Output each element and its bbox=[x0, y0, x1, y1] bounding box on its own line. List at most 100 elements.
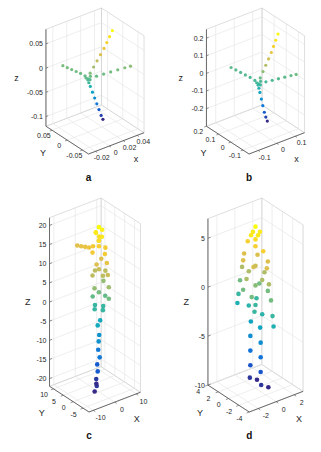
x-tick-label: 10 bbox=[140, 398, 148, 405]
tick bbox=[208, 286, 211, 287]
grid-line bbox=[234, 19, 235, 116]
z-tick-label: 0 bbox=[201, 284, 205, 291]
point bbox=[91, 244, 96, 249]
point bbox=[261, 249, 266, 254]
point bbox=[97, 333, 102, 338]
axis-texts: -0.0200.020.04-0.0500.05-0.1-0.0500.05xY… bbox=[14, 40, 150, 183]
point bbox=[89, 72, 92, 75]
tick bbox=[258, 409, 260, 410]
tick bbox=[277, 143, 279, 144]
y-tick-label: 0.2 bbox=[193, 128, 203, 135]
z-axis-domain bbox=[207, 219, 208, 385]
point bbox=[271, 79, 274, 82]
tick bbox=[50, 377, 53, 379]
point bbox=[103, 252, 108, 257]
grid-line bbox=[286, 24, 287, 121]
tick bbox=[216, 392, 219, 393]
point bbox=[105, 261, 110, 266]
tick bbox=[136, 394, 138, 395]
z-tick-label: -0.05 bbox=[27, 89, 43, 96]
tick bbox=[206, 107, 208, 109]
y-tick-label: -4 bbox=[236, 415, 242, 422]
point bbox=[95, 369, 100, 374]
point bbox=[99, 53, 102, 56]
point bbox=[295, 73, 298, 76]
point bbox=[66, 66, 69, 69]
z-tick-label: 0 bbox=[43, 299, 47, 306]
point bbox=[107, 296, 112, 301]
tick bbox=[208, 384, 211, 385]
x-tick-label: -0.1 bbox=[259, 154, 271, 161]
x-axis-title: X bbox=[134, 414, 140, 424]
point bbox=[258, 370, 263, 375]
point bbox=[248, 375, 253, 380]
point bbox=[241, 287, 246, 292]
grid-line bbox=[298, 32, 299, 129]
grid-line bbox=[101, 23, 144, 51]
chart-root: -0.0200.020.04-0.0500.05-0.1-0.0500.05xY… bbox=[0, 0, 321, 452]
z-tick-label: -20 bbox=[36, 375, 46, 382]
point bbox=[244, 277, 249, 282]
point bbox=[261, 70, 264, 73]
point bbox=[258, 340, 263, 345]
point bbox=[251, 230, 256, 235]
grid-line bbox=[46, 95, 102, 116]
grid-line bbox=[206, 34, 262, 55]
grid-line bbox=[50, 244, 101, 264]
point bbox=[98, 318, 103, 323]
point bbox=[123, 66, 126, 69]
point bbox=[258, 325, 263, 330]
grid-line bbox=[262, 34, 305, 62]
grid-line bbox=[239, 385, 293, 406]
point bbox=[96, 339, 101, 344]
y-tick-label: 2 bbox=[206, 395, 210, 402]
x-tick-label: -10 bbox=[95, 414, 105, 421]
grid-line bbox=[101, 71, 144, 99]
point bbox=[256, 233, 261, 238]
y-axis-title: Y bbox=[39, 408, 45, 418]
tick bbox=[95, 151, 97, 152]
grid-line bbox=[272, 205, 273, 371]
grid-line bbox=[262, 267, 303, 294]
point bbox=[94, 262, 99, 267]
point bbox=[246, 303, 251, 308]
point bbox=[248, 363, 253, 368]
back-wall bbox=[262, 8, 305, 133]
tick bbox=[241, 150, 243, 152]
point bbox=[83, 245, 88, 250]
grid-line bbox=[67, 119, 123, 140]
point bbox=[248, 348, 253, 353]
y-tick-label: -2 bbox=[226, 408, 232, 415]
point bbox=[261, 104, 264, 107]
z-tick-label: -15 bbox=[36, 356, 46, 363]
point bbox=[235, 301, 240, 306]
point bbox=[264, 115, 267, 118]
point bbox=[75, 243, 80, 248]
y-axis-title: Y bbox=[40, 148, 46, 158]
point bbox=[93, 268, 98, 273]
tick bbox=[206, 37, 208, 39]
grid-line bbox=[83, 388, 134, 408]
panel: -0.0200.020.04-0.0500.05-0.1-0.0500.05xY… bbox=[14, 8, 150, 183]
tick bbox=[50, 320, 53, 322]
point bbox=[254, 296, 259, 301]
z-axis-title: Z bbox=[183, 297, 189, 307]
point bbox=[276, 33, 279, 36]
point bbox=[92, 286, 97, 291]
z-tick-label: -0.1 bbox=[191, 87, 203, 94]
grid-line bbox=[262, 17, 305, 45]
grid-line bbox=[52, 109, 108, 130]
grid-line bbox=[206, 17, 262, 38]
point bbox=[270, 314, 275, 319]
tick bbox=[205, 385, 208, 386]
point bbox=[101, 273, 106, 278]
point bbox=[61, 64, 64, 67]
point bbox=[94, 377, 99, 382]
point bbox=[239, 71, 242, 74]
grid-line bbox=[208, 315, 262, 336]
point bbox=[101, 304, 106, 309]
point bbox=[255, 253, 260, 258]
point bbox=[269, 298, 274, 303]
y-axis-domain bbox=[50, 386, 89, 412]
point bbox=[101, 118, 104, 121]
